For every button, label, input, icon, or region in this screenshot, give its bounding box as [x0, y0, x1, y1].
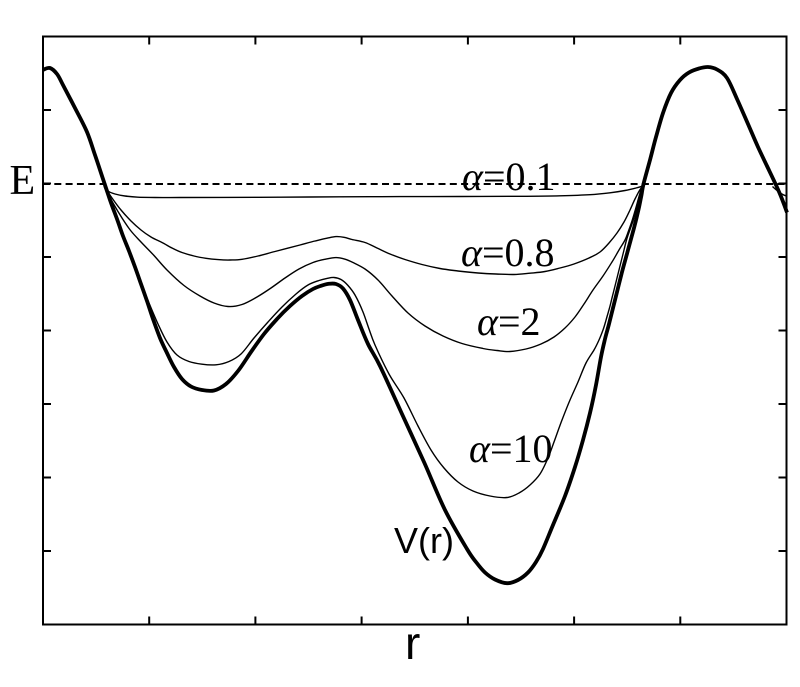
svg-text:α=0.1: α=0.1	[462, 154, 556, 199]
svg-text:V(r): V(r)	[394, 520, 454, 561]
svg-text:α=10: α=10	[469, 426, 553, 471]
svg-text:α=0.8: α=0.8	[461, 230, 555, 275]
svg-text:r: r	[405, 617, 420, 669]
svg-text:E: E	[10, 158, 36, 204]
svg-text:α=2: α=2	[477, 299, 541, 344]
